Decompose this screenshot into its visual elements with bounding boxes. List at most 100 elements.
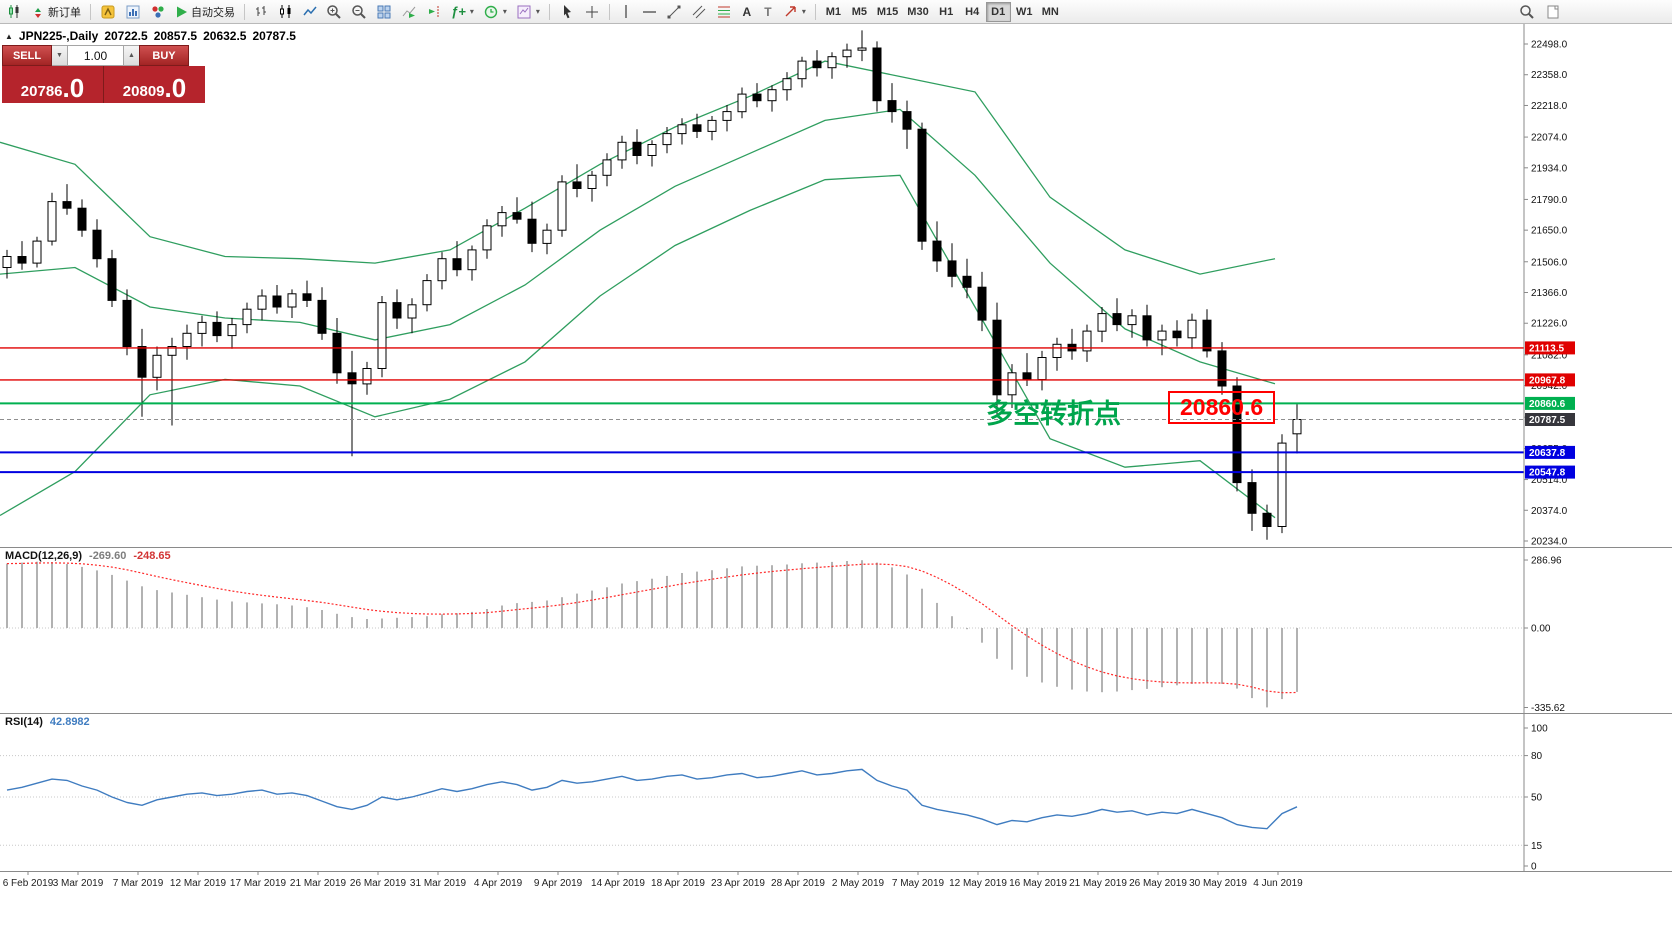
chart-shift-button[interactable] xyxy=(422,2,446,22)
rsi-axis-label: 50 xyxy=(1531,793,1543,804)
bollinger-lower-band xyxy=(0,174,1276,519)
templates-button[interactable]: ▾ xyxy=(512,2,544,22)
indicators-button[interactable]: ƒ+ ▾ xyxy=(447,2,478,22)
timeframe-button-h1[interactable]: H1 xyxy=(934,2,959,22)
time-axis-label: 3 Mar 2019 xyxy=(53,878,104,889)
time-axis-label: 28 Apr 2019 xyxy=(771,878,825,889)
toolbar-right-group xyxy=(1515,2,1565,22)
macd-name: MACD(12,26,9) xyxy=(5,550,83,562)
timeframe-button-m1[interactable]: M1 xyxy=(821,2,846,22)
text-label-button[interactable]: T xyxy=(758,2,778,22)
rsi-panel[interactable]: 100 80 50 15 0 xyxy=(0,713,1672,871)
candle xyxy=(1022,353,1032,386)
timeframe-button-w1[interactable]: W1 xyxy=(1012,2,1037,22)
metaeditor-button[interactable] xyxy=(96,2,120,22)
price-badge: 20547.8 xyxy=(1525,465,1575,479)
price-axis-label: 21226.0 xyxy=(1531,319,1568,330)
new-window-button[interactable] xyxy=(1541,2,1565,22)
tile-windows-button[interactable] xyxy=(372,2,396,22)
candle xyxy=(782,72,792,101)
zoom-out-button[interactable] xyxy=(347,2,371,22)
candle xyxy=(542,223,552,255)
line-chart-mode-button[interactable] xyxy=(298,2,321,22)
auto-scroll-button[interactable] xyxy=(397,2,421,22)
buy-button[interactable]: BUY xyxy=(139,45,189,66)
candle xyxy=(887,83,897,123)
new-order-button[interactable]: 新订单 xyxy=(27,2,85,22)
sell-price-pips: .0 xyxy=(62,72,85,103)
horizontal-line-button[interactable] xyxy=(638,2,661,22)
timeframe-button-h4[interactable]: H4 xyxy=(960,2,985,22)
sell-button[interactable]: SELL xyxy=(2,45,52,66)
time-axis-label: 21 May 2019 xyxy=(1069,878,1127,889)
chart-header: ▲ JPN225-,Daily 20722.5 20857.5 20632.5 … xyxy=(5,29,296,43)
timeframe-button-m30[interactable]: M30 xyxy=(903,2,932,22)
ohlc-high: 20857.5 xyxy=(153,29,198,43)
new-order-icon xyxy=(35,7,41,18)
price-badge: 20637.8 xyxy=(1525,445,1575,459)
autotrading-label: 自动交易 xyxy=(191,6,235,19)
macd-panel[interactable]: 286.96 0.00 -335.62 xyxy=(0,547,1672,713)
price-badge: 20787.5 xyxy=(1525,413,1575,426)
chart-menu-button[interactable] xyxy=(3,2,26,22)
main-chart[interactable]: 22498.0 22358.0 22218.0 22074.0 21934.0 21790… xyxy=(0,24,1672,547)
sell-price-display[interactable]: 20786 .0 xyxy=(2,66,104,103)
autotrading-button[interactable]: 自动交易 xyxy=(171,2,239,22)
price-axis-label: 22218.0 xyxy=(1531,101,1568,112)
time-axis-label: 23 Apr 2019 xyxy=(711,878,765,889)
candlestick-mode-button[interactable] xyxy=(274,2,297,22)
timeframe-button-m15[interactable]: M15 xyxy=(873,2,902,22)
ohlc-low: 20632.5 xyxy=(203,29,247,43)
candle xyxy=(872,41,882,112)
crosshair-button[interactable] xyxy=(580,2,604,22)
candle xyxy=(452,241,462,277)
chevron-down-icon: ▾ xyxy=(469,7,474,16)
candle xyxy=(767,85,777,112)
text-button[interactable]: A xyxy=(737,2,757,22)
volume-decrease-button[interactable]: ▼ xyxy=(52,45,67,66)
buy-price-display[interactable]: 20809 .0 xyxy=(104,66,205,103)
candle xyxy=(1007,364,1017,408)
periods-button[interactable]: ▾ xyxy=(479,2,511,22)
search-button[interactable] xyxy=(1515,2,1539,22)
options-button[interactable] xyxy=(146,2,170,22)
page-icon xyxy=(1547,5,1559,18)
main-toolbar: 新订单 自动交易 xyxy=(0,0,1672,24)
candle xyxy=(107,249,117,307)
timeframe-button-m5[interactable]: M5 xyxy=(847,2,872,22)
metaeditor-icon xyxy=(101,5,115,18)
rsi-axis-label: 100 xyxy=(1531,724,1548,735)
candle xyxy=(857,30,867,62)
timeframe-button-d1[interactable]: D1 xyxy=(985,1,1011,22)
candlestick-icon xyxy=(280,5,291,18)
annotation-price-box[interactable]: 20860.6 xyxy=(1168,391,1276,424)
charts-button[interactable] xyxy=(121,2,145,22)
annotation-text[interactable]: 多空转折点 xyxy=(986,399,1121,429)
time-axis[interactable]: 6 Feb 2019 3 Mar 2019 7 Mar 2019 12 Mar 201… xyxy=(0,871,1672,893)
price-axis-label: 20942.0 xyxy=(1531,381,1568,392)
bar-chart-mode-button[interactable] xyxy=(250,2,273,22)
price-badge: 21113.5 xyxy=(1525,341,1575,355)
price-axis-label: 21506.0 xyxy=(1531,257,1568,268)
candle xyxy=(1292,404,1302,454)
equidistant-channel-button[interactable] xyxy=(687,2,711,22)
candle xyxy=(1217,342,1227,395)
time-axis-label: 14 Apr 2019 xyxy=(591,878,645,889)
text-label-icon: T xyxy=(764,4,772,19)
candle xyxy=(272,285,282,314)
toolbar-separator xyxy=(90,3,91,20)
fibonacci-button[interactable] xyxy=(712,2,736,22)
rsi-axis-label: 15 xyxy=(1531,841,1543,852)
timeframe-button-mn[interactable]: MN xyxy=(1038,2,1063,22)
svg-text:20787.5: 20787.5 xyxy=(1529,415,1566,426)
macd-signal-line xyxy=(6,562,1298,694)
macd-axis-label: -335.62 xyxy=(1531,703,1565,713)
volume-input[interactable] xyxy=(67,45,124,66)
volume-increase-button[interactable]: ▲ xyxy=(124,45,139,66)
cursor-button[interactable] xyxy=(555,2,579,22)
arrows-button[interactable]: ▾ xyxy=(779,2,810,22)
vertical-line-button[interactable] xyxy=(615,2,637,22)
trendline-button[interactable] xyxy=(662,2,686,22)
zoom-in-button[interactable] xyxy=(322,2,346,22)
